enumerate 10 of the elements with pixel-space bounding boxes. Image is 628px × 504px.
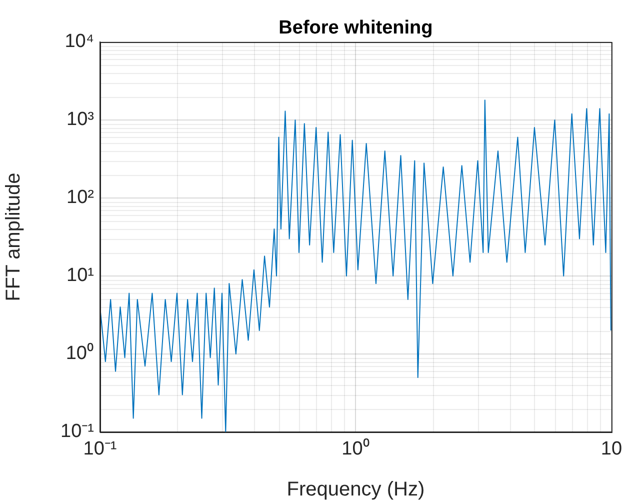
y-axis-title: FFT amplitude — [2, 172, 25, 302]
y-tick-label: 10⁴ — [64, 31, 94, 52]
y-tick-label: 10³ — [66, 109, 94, 130]
y-tick-label: 10² — [66, 187, 94, 208]
x-tick-label: 10⁰ — [342, 438, 370, 460]
x-axis-title: Frequency (Hz) — [286, 478, 425, 501]
y-tick-label: 10¹ — [66, 265, 94, 286]
y-tick-label: 10⁰ — [66, 342, 94, 364]
chart-title: Before whitening — [278, 18, 433, 39]
x-tick-label: 10 — [600, 438, 622, 460]
